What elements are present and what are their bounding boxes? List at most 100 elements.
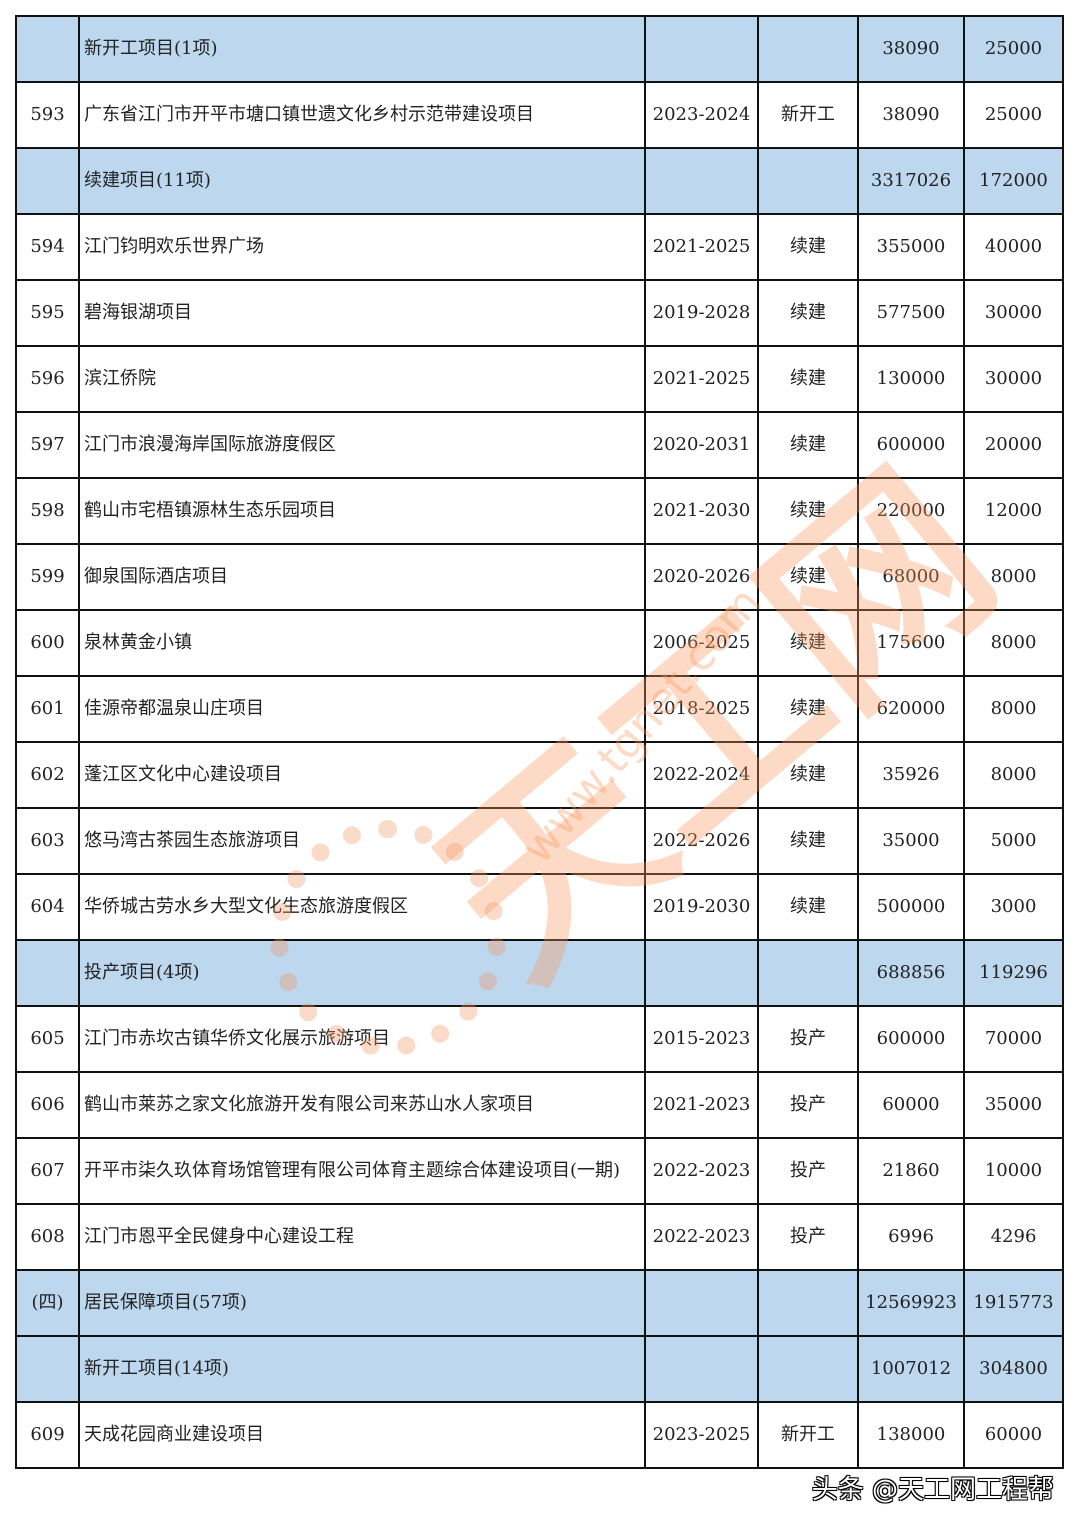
cell-total: 175600 (857, 609, 965, 677)
section-row: 投产项目(4项) 688856 119296 (15, 939, 1064, 1007)
cell-status: 新开工 (757, 1401, 859, 1469)
cell-status: 续建 (757, 477, 859, 545)
table-row: 600 泉林黄金小镇 2006-2025 续建 175600 8000 (15, 609, 1064, 677)
table-body: 新开工项目(1项) 38090 25000 593 广东省江门市开平市塘口镇世遗文化乡村… (15, 15, 1064, 1469)
cell-no: 593 (15, 81, 80, 149)
cell-annual: 304800 (963, 1335, 1064, 1403)
cell-annual: 12000 (963, 477, 1064, 545)
cell-no: 606 (15, 1071, 80, 1139)
cell-no: 609 (15, 1401, 80, 1469)
table-row: 597 江门市浪漫海岸国际旅游度假区 2020-2031 续建 600000 20000 (15, 411, 1064, 479)
cell-name: 御泉国际酒店项目 (78, 543, 646, 611)
cell-no: (四) (15, 1269, 80, 1337)
cell-name: 佳源帝都温泉山庄项目 (78, 675, 646, 743)
cell-period: 2022-2023 (644, 1137, 759, 1205)
cell-total: 35000 (857, 807, 965, 875)
cell-status: 投产 (757, 1071, 859, 1139)
cell-status: 续建 (757, 543, 859, 611)
cell-status: 投产 (757, 1005, 859, 1073)
table-row: 602 蓬江区文化中心建设项目 2022-2024 续建 35926 8000 (15, 741, 1064, 809)
cell-status: 新开工 (757, 81, 859, 149)
cell-status (757, 15, 859, 83)
cell-total: 3317026 (857, 147, 965, 215)
cell-total: 130000 (857, 345, 965, 413)
cell-period (644, 1269, 759, 1337)
cell-annual: 8000 (963, 741, 1064, 809)
cell-name: 投产项目(4项) (78, 939, 646, 1007)
section-row: (四) 居民保障项目(57项) 12569923 1915773 (15, 1269, 1064, 1337)
cell-name: 江门钧明欢乐世界广场 (78, 213, 646, 281)
cell-total: 220000 (857, 477, 965, 545)
table-row: 603 悠马湾古茶园生态旅游项目 2022-2026 续建 35000 5000 (15, 807, 1064, 875)
table-row: 593 广东省江门市开平市塘口镇世遗文化乡村示范带建设项目 2023-2024 新开工… (15, 81, 1064, 149)
cell-total: 12569923 (857, 1269, 965, 1337)
table-row: 604 华侨城古劳水乡大型文化生态旅游度假区 2019-2030 续建 500000 30… (15, 873, 1064, 941)
cell-status: 续建 (757, 873, 859, 941)
cell-period: 2023-2025 (644, 1401, 759, 1469)
cell-total: 688856 (857, 939, 965, 1007)
cell-no: 603 (15, 807, 80, 875)
cell-annual: 30000 (963, 279, 1064, 347)
cell-total: 21860 (857, 1137, 965, 1205)
cell-total: 138000 (857, 1401, 965, 1469)
cell-period: 2022-2026 (644, 807, 759, 875)
table-row: 601 佳源帝都温泉山庄项目 2018-2025 续建 620000 8000 (15, 675, 1064, 743)
cell-name: 新开工项目(14项) (78, 1335, 646, 1403)
cell-no: 599 (15, 543, 80, 611)
cell-period: 2021-2025 (644, 345, 759, 413)
table-row: 598 鹤山市宅梧镇源林生态乐园项目 2021-2030 续建 220000 12000 (15, 477, 1064, 545)
cell-annual: 25000 (963, 81, 1064, 149)
cell-annual: 70000 (963, 1005, 1064, 1073)
cell-annual: 8000 (963, 543, 1064, 611)
cell-status: 续建 (757, 675, 859, 743)
footer-watermark: 头条 @天工网工程帮 (811, 1475, 1054, 1505)
cell-no (15, 147, 80, 215)
table-row: 606 鹤山市莱苏之家文化旅游开发有限公司来苏山水人家项目 2021-2023 投产 6… (15, 1071, 1064, 1139)
cell-name: 鹤山市宅梧镇源林生态乐园项目 (78, 477, 646, 545)
cell-no: 595 (15, 279, 80, 347)
cell-no: 594 (15, 213, 80, 281)
cell-period: 2015-2023 (644, 1005, 759, 1073)
cell-annual: 10000 (963, 1137, 1064, 1205)
cell-status: 续建 (757, 279, 859, 347)
table-row: 599 御泉国际酒店项目 2020-2026 续建 68000 8000 (15, 543, 1064, 611)
cell-no: 601 (15, 675, 80, 743)
cell-name: 鹤山市莱苏之家文化旅游开发有限公司来苏山水人家项目 (78, 1071, 646, 1139)
cell-total: 60000 (857, 1071, 965, 1139)
table-row: 596 滨江侨院 2021-2025 续建 130000 30000 (15, 345, 1064, 413)
cell-name: 江门市恩平全民健身中心建设工程 (78, 1203, 646, 1271)
cell-annual: 8000 (963, 675, 1064, 743)
cell-total: 1007012 (857, 1335, 965, 1403)
cell-name: 续建项目(11项) (78, 147, 646, 215)
cell-total: 38090 (857, 15, 965, 83)
cell-total: 600000 (857, 1005, 965, 1073)
cell-name: 广东省江门市开平市塘口镇世遗文化乡村示范带建设项目 (78, 81, 646, 149)
cell-annual: 40000 (963, 213, 1064, 281)
project-table: 新开工项目(1项) 38090 25000 593 广东省江门市开平市塘口镇世遗文化乡村… (15, 15, 1064, 1469)
cell-status: 续建 (757, 741, 859, 809)
cell-status: 续建 (757, 609, 859, 677)
cell-period: 2023-2024 (644, 81, 759, 149)
cell-annual: 5000 (963, 807, 1064, 875)
cell-name: 滨江侨院 (78, 345, 646, 413)
cell-status: 续建 (757, 807, 859, 875)
cell-no (15, 15, 80, 83)
cell-annual: 3000 (963, 873, 1064, 941)
cell-name: 华侨城古劳水乡大型文化生态旅游度假区 (78, 873, 646, 941)
cell-total: 68000 (857, 543, 965, 611)
cell-period: 2021-2023 (644, 1071, 759, 1139)
cell-annual: 8000 (963, 609, 1064, 677)
cell-no: 604 (15, 873, 80, 941)
cell-period: 2020-2026 (644, 543, 759, 611)
section-row: 新开工项目(1项) 38090 25000 (15, 15, 1064, 83)
cell-status (757, 1269, 859, 1337)
cell-period: 2019-2028 (644, 279, 759, 347)
cell-period (644, 15, 759, 83)
cell-no: 600 (15, 609, 80, 677)
cell-status: 续建 (757, 345, 859, 413)
cell-status: 续建 (757, 213, 859, 281)
cell-no: 605 (15, 1005, 80, 1073)
cell-period: 2018-2025 (644, 675, 759, 743)
cell-annual: 30000 (963, 345, 1064, 413)
cell-annual: 4296 (963, 1203, 1064, 1271)
